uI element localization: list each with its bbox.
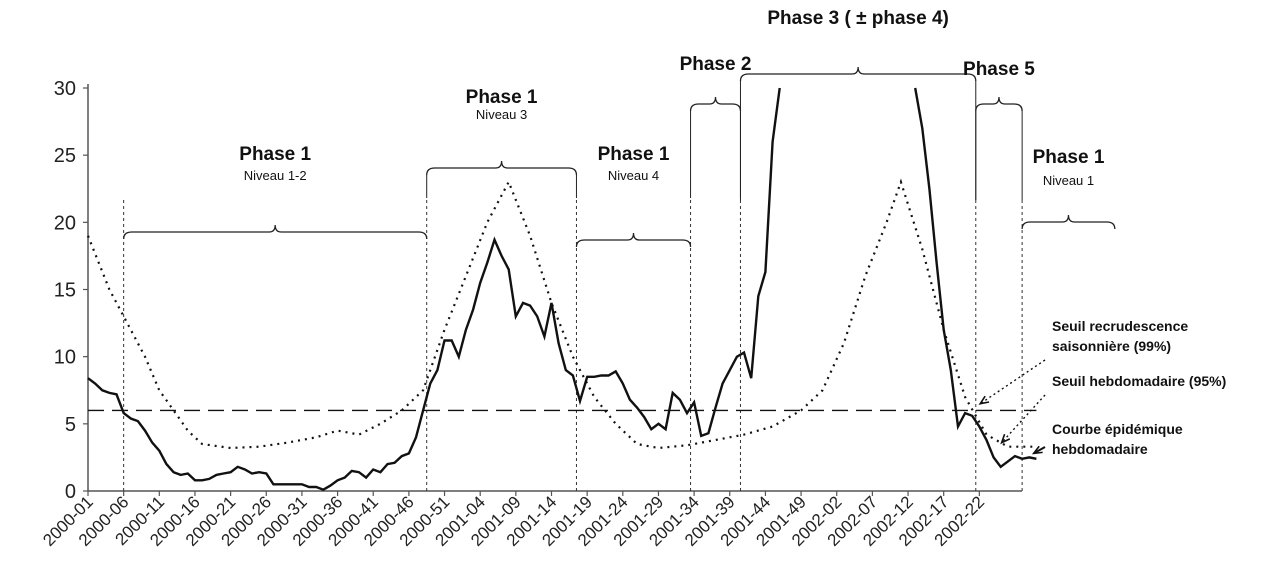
annotation-arrow bbox=[1033, 446, 1046, 455]
phase-bracket bbox=[1021, 214, 1116, 230]
series-line bbox=[914, 87, 1037, 469]
annotation-arrow bbox=[979, 359, 1046, 405]
annotation-label: Seuil hebdomadaire (95%) bbox=[1052, 373, 1226, 389]
annotation-label: Courbe épidémique bbox=[1052, 421, 1183, 437]
phase-title: Phase 1 bbox=[1033, 147, 1105, 168]
annotation-arrowhead bbox=[978, 395, 990, 405]
y-tick-label: 0 bbox=[65, 481, 76, 503]
series-line bbox=[87, 87, 781, 492]
series-lines bbox=[86, 87, 1037, 492]
phase-boundaries bbox=[123, 200, 1023, 491]
axes bbox=[87, 84, 1022, 492]
series-line bbox=[86, 178, 1037, 450]
phase-title: Phase 2 bbox=[680, 54, 752, 75]
annotation-label: saisonnière (99%) bbox=[1052, 338, 1171, 354]
phase-subtitle: Niveau 1-2 bbox=[244, 168, 307, 183]
y-tick-label: 10 bbox=[54, 347, 76, 369]
y-tick-label: 15 bbox=[54, 280, 76, 302]
y-tick-label: 25 bbox=[54, 145, 76, 167]
phase-title: Phase 1 bbox=[466, 87, 538, 108]
y-axis-ticks: 0 5 10 15 20 25 30 bbox=[54, 78, 88, 503]
y-tick-label: 30 bbox=[54, 78, 76, 100]
annotation-arrow bbox=[1001, 394, 1046, 444]
phase-subtitle: Niveau 1 bbox=[1043, 173, 1094, 188]
phase-title: Phase 5 bbox=[963, 59, 1035, 80]
phase-title: Phase 3 ( ± phase 4) bbox=[767, 8, 949, 29]
x-axis-ticks: 2000-012000-062000-112000-162000-212000-… bbox=[39, 491, 988, 550]
annotation-label: Seuil recrudescence bbox=[1052, 318, 1188, 334]
phase-bracket bbox=[975, 96, 1023, 112]
phase-bracket bbox=[689, 96, 742, 112]
y-tick-label: 5 bbox=[65, 414, 76, 436]
phase-bracket bbox=[123, 224, 428, 240]
annotations: Seuil recrudescence saisonnière (99%) Seui… bbox=[978, 318, 1226, 457]
annotation-arrowhead bbox=[1031, 445, 1043, 455]
phase-subtitle: Niveau 4 bbox=[608, 168, 659, 183]
annotation-arrowhead bbox=[1000, 433, 1011, 445]
phase-title: Phase 1 bbox=[239, 144, 311, 165]
phase-subtitle: Niveau 3 bbox=[476, 107, 527, 122]
annotation-label: hebdomadaire bbox=[1052, 441, 1148, 457]
phase-bracket bbox=[426, 160, 578, 176]
y-tick-label: 20 bbox=[54, 212, 76, 234]
phase-title: Phase 1 bbox=[598, 144, 670, 165]
phase-bracket bbox=[739, 66, 977, 82]
phase-bracket bbox=[575, 232, 692, 248]
